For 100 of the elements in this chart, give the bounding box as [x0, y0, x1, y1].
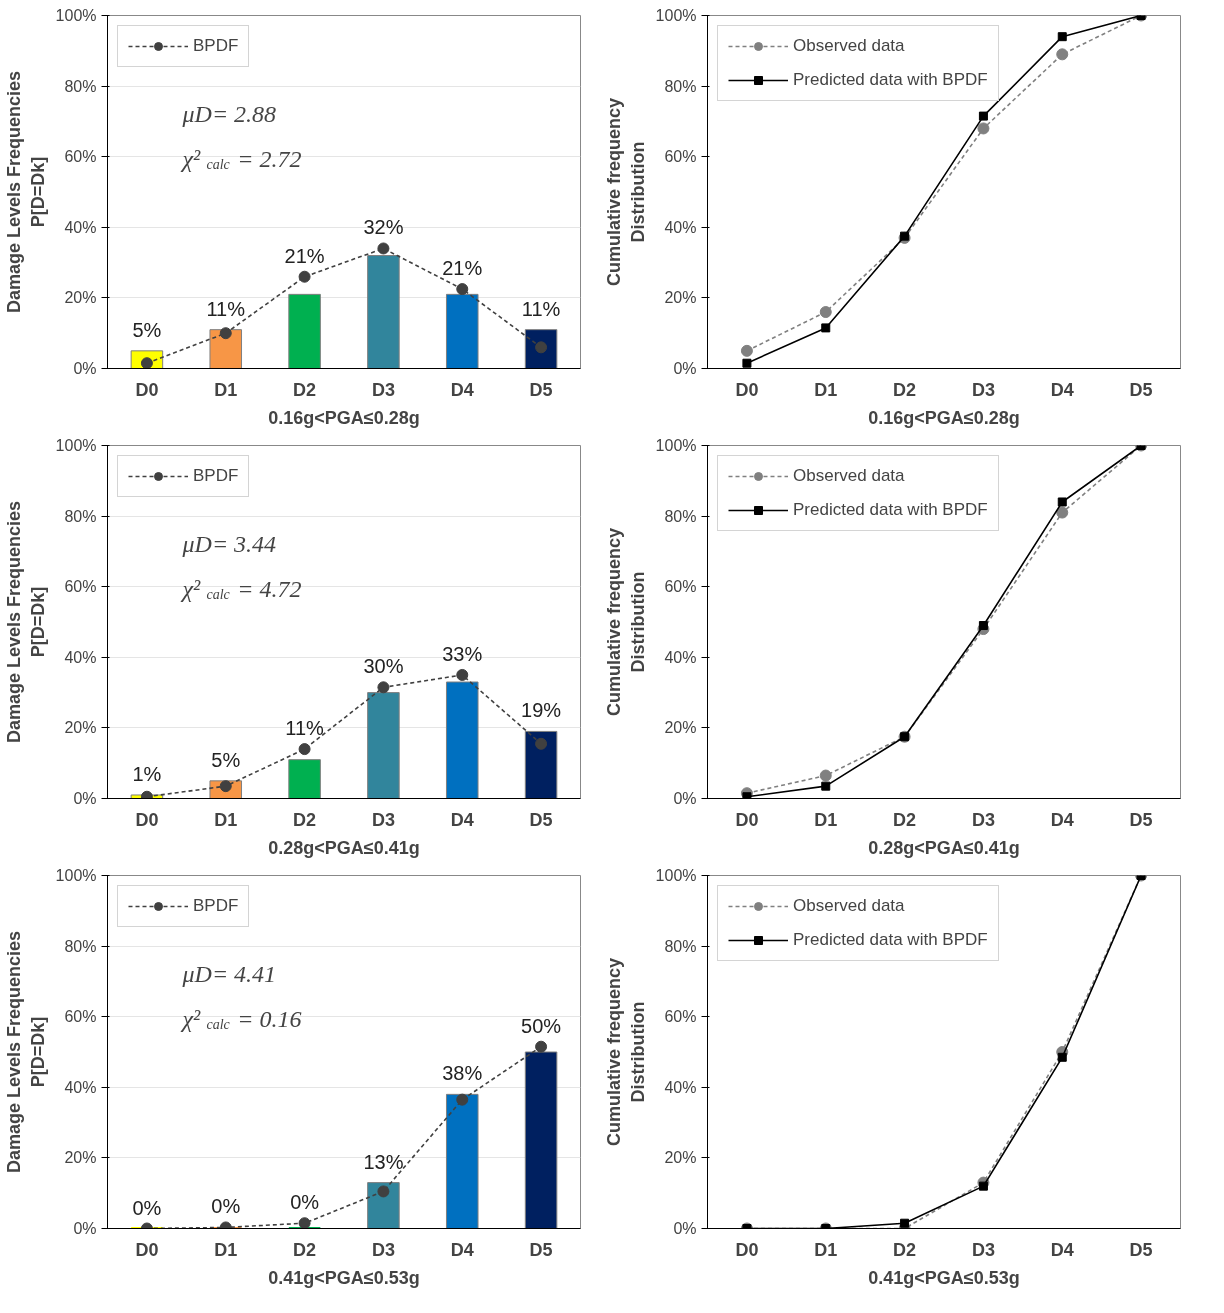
x-tick-label: D0 — [135, 809, 159, 830]
x-tick-label: D2 — [893, 379, 917, 400]
x-tick-label: D3 — [371, 379, 395, 400]
x-tick-label: D0 — [135, 1239, 159, 1260]
x-tick-label: D1 — [814, 809, 838, 830]
y-tick-label: 40% — [664, 218, 697, 236]
annotation: μD= 4.41 — [181, 960, 277, 987]
data-label: 11% — [285, 717, 325, 740]
data-label: 11% — [206, 297, 246, 320]
x-tick-label: D2 — [293, 1239, 317, 1260]
x-tick-label: D4 — [450, 809, 474, 830]
legend-label: BPDF — [193, 36, 239, 56]
y-tick-label: 100% — [55, 7, 97, 24]
x-axis-title: 0.41g<PGA≤0.53g — [868, 1267, 1020, 1288]
y-tick-label: 100% — [655, 437, 697, 454]
data-label: 5% — [211, 748, 241, 771]
x-tick-label: D2 — [293, 379, 317, 400]
y-tick-label: 80% — [664, 507, 697, 525]
y-tick-label: 60% — [64, 578, 97, 596]
y-tick-label: 40% — [664, 648, 697, 666]
x-axis-title: 0.28g<PGA≤0.41g — [268, 837, 420, 858]
y-tick-label: 0% — [73, 1220, 97, 1237]
x-tick-label: D2 — [893, 1239, 917, 1260]
data-label: 32% — [363, 216, 404, 239]
data-label: 1% — [132, 762, 162, 785]
x-tick-label: D4 — [450, 1239, 474, 1260]
x-tick-label: D1 — [214, 379, 238, 400]
y-tick-label: 0% — [73, 790, 97, 807]
x-tick-label: D2 — [293, 809, 317, 830]
y-tick-label: 60% — [64, 1008, 97, 1026]
y-tick-label: 20% — [64, 289, 97, 307]
data-label: 21% — [284, 244, 325, 267]
x-tick-label: D1 — [214, 809, 238, 830]
y-tick-label: 100% — [55, 867, 97, 884]
y-axis-title: Damage Levels Frequencies P[D=Dk] — [3, 930, 48, 1174]
y-tick-label: 0% — [673, 360, 697, 377]
data-label: 38% — [442, 1062, 483, 1085]
data-label: 0% — [211, 1195, 241, 1218]
y-tick-label: 80% — [64, 77, 97, 95]
y-tick-label: 60% — [64, 148, 97, 166]
legend-label: Observed data — [793, 466, 905, 486]
x-axis-title: 0.28g<PGA≤0.41g — [868, 837, 1020, 858]
x-tick-label: D5 — [1129, 1239, 1153, 1260]
x-tick-label: D1 — [814, 379, 838, 400]
data-label: 19% — [521, 699, 562, 722]
data-label: 11% — [521, 297, 561, 320]
x-tick-label: D3 — [371, 809, 395, 830]
y-tick-label: 60% — [664, 148, 697, 166]
x-tick-label: D5 — [1129, 809, 1153, 830]
data-label: 13% — [363, 1150, 404, 1173]
y-tick-label: 0% — [73, 360, 97, 377]
data-label: 30% — [363, 655, 404, 678]
data-label: 5% — [132, 318, 162, 341]
y-tick-label: 20% — [664, 1149, 697, 1167]
x-tick-label: D1 — [214, 1239, 238, 1260]
y-tick-label: 100% — [55, 437, 97, 454]
x-tick-label: D3 — [971, 379, 995, 400]
y-axis-title: Cumulative frequency Distribution — [603, 957, 648, 1147]
legend-label: Observed data — [793, 36, 905, 56]
x-tick-label: D0 — [735, 379, 759, 400]
y-tick-label: 0% — [673, 1220, 697, 1237]
x-tick-label: D5 — [529, 1239, 553, 1260]
y-tick-label: 20% — [64, 719, 97, 737]
x-tick-label: D0 — [735, 809, 759, 830]
data-label: 21% — [442, 257, 483, 280]
y-tick-label: 40% — [664, 1078, 697, 1096]
y-axis-title: Cumulative frequency Distribution — [603, 97, 648, 287]
legend-label: Observed data — [793, 896, 905, 916]
y-axis-title: Damage Levels Frequencies P[D=Dk] — [3, 500, 48, 744]
legend-label: Predicted data with BPDF — [793, 930, 988, 950]
x-tick-label: D4 — [450, 379, 474, 400]
x-tick-label: D2 — [893, 809, 917, 830]
y-tick-label: 40% — [64, 648, 97, 666]
y-tick-label: 40% — [64, 1078, 97, 1096]
x-tick-label: D5 — [529, 809, 553, 830]
x-tick-label: D4 — [1050, 379, 1074, 400]
annotation: μD= 2.88 — [181, 100, 277, 127]
data-label: 0% — [132, 1196, 162, 1219]
y-tick-label: 40% — [64, 218, 97, 236]
y-axis-title: Cumulative frequency Distribution — [603, 527, 648, 717]
y-tick-label: 20% — [664, 289, 697, 307]
data-label: 33% — [442, 642, 483, 665]
x-axis-title: 0.16g<PGA≤0.28g — [268, 407, 420, 428]
y-tick-label: 60% — [664, 578, 697, 596]
y-axis-title: Damage Levels Frequencies P[D=Dk] — [3, 70, 48, 314]
x-tick-label: D0 — [735, 1239, 759, 1260]
x-axis-title: 0.16g<PGA≤0.28g — [868, 407, 1020, 428]
legend-label: BPDF — [193, 466, 239, 486]
legend-label: BPDF — [193, 896, 239, 916]
y-tick-label: 100% — [655, 867, 697, 884]
y-tick-label: 0% — [673, 790, 697, 807]
annotation: μD= 3.44 — [181, 530, 277, 557]
y-tick-label: 100% — [655, 7, 697, 24]
y-tick-label: 80% — [664, 937, 697, 955]
x-tick-label: D4 — [1050, 809, 1074, 830]
x-axis-title: 0.41g<PGA≤0.53g — [268, 1267, 420, 1288]
y-tick-label: 80% — [664, 77, 697, 95]
x-tick-label: D1 — [814, 1239, 838, 1260]
y-tick-label: 80% — [64, 507, 97, 525]
x-tick-label: D0 — [135, 379, 159, 400]
